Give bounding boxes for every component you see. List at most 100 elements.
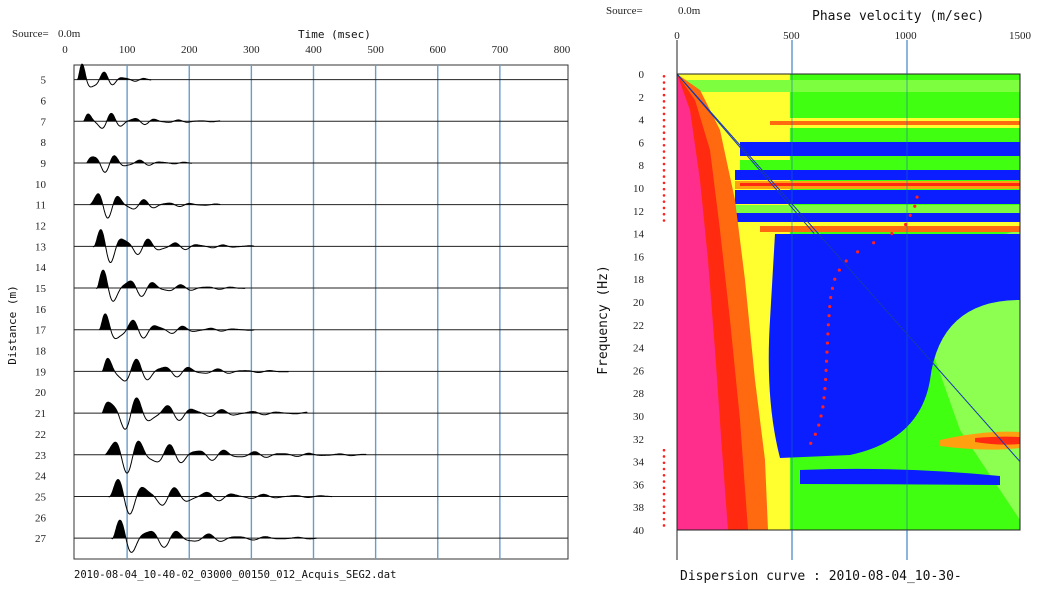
seis-y-tick-label: 25 xyxy=(35,491,47,503)
disp-y-axis-label: Frequency (Hz) xyxy=(596,265,611,375)
seis-y-tick-label: 22 xyxy=(35,429,46,441)
heatmap-stripe-10 xyxy=(735,205,1020,213)
disp-x-tick-label: 1500 xyxy=(1009,30,1032,42)
seismogram-panel: Source= 0.0m Time (msec) Distance (m) 0 1… xyxy=(6,28,571,581)
disp-y-tick-label: 26 xyxy=(633,365,645,377)
heatmap-stripe-8 xyxy=(740,183,1020,186)
disp-left-marker xyxy=(663,113,666,116)
disp-curve-point xyxy=(829,296,832,299)
disp-heatmap xyxy=(677,74,1020,530)
seis-x-axis-label: Time (msec) xyxy=(298,28,371,41)
disp-y-tick-label: 16 xyxy=(633,251,645,263)
disp-left-marker xyxy=(663,493,666,496)
dispersion-panel: Source= 0.0m Phase velocity (m/sec) Freq… xyxy=(596,5,1032,584)
seis-y-tick-label: 8 xyxy=(41,137,47,149)
seis-y-tick-labels: 5678910111213141516171819202122232425262… xyxy=(35,75,47,546)
disp-y-tick-label: 8 xyxy=(639,160,645,172)
disp-left-marker xyxy=(663,94,666,97)
seis-x-tick-label: 200 xyxy=(181,44,198,56)
disp-curve-point xyxy=(823,387,826,390)
heatmap-stripe-4 xyxy=(740,142,1020,156)
seis-x-tick-label: 800 xyxy=(554,44,571,56)
disp-curve-point xyxy=(909,214,912,217)
seis-y-tick-label: 7 xyxy=(41,116,47,128)
disp-curve-point xyxy=(824,369,827,372)
disp-left-marker xyxy=(663,474,666,477)
seis-x-tick-label: 0 xyxy=(62,44,68,56)
disp-left-marker xyxy=(663,169,666,172)
disp-curve-point xyxy=(845,259,848,262)
disp-left-markers xyxy=(663,75,666,527)
disp-curve-point xyxy=(819,414,822,417)
seis-source-label: Source= xyxy=(12,28,49,40)
seis-y-tick-label: 12 xyxy=(35,220,46,232)
seis-y-tick-label: 20 xyxy=(35,387,47,399)
heatmap-stripe-1 xyxy=(677,80,1020,92)
disp-curve-point xyxy=(809,442,812,445)
heatmap-stripe-5 xyxy=(740,160,1020,170)
disp-left-marker xyxy=(663,461,666,464)
disp-y-tick-label: 40 xyxy=(633,525,645,537)
disp-x-tick-label: 1000 xyxy=(895,30,918,42)
disp-curve-point xyxy=(890,232,893,235)
heatmap-stripe-3 xyxy=(770,121,1020,125)
seis-y-axis-label: Distance (m) xyxy=(6,285,19,364)
disp-left-marker xyxy=(663,200,666,203)
disp-left-marker xyxy=(663,88,666,91)
seis-y-tick-label: 24 xyxy=(35,471,47,483)
disp-y-tick-label: 32 xyxy=(633,434,644,446)
seis-y-tick-label: 14 xyxy=(35,262,47,274)
disp-left-marker xyxy=(663,487,666,490)
disp-left-marker xyxy=(663,219,666,222)
disp-curve-point xyxy=(826,332,829,335)
disp-left-marker xyxy=(663,175,666,178)
disp-y-tick-label: 22 xyxy=(633,320,644,332)
disp-curve-point xyxy=(827,314,830,317)
seis-y-tick-label: 18 xyxy=(35,346,47,358)
seis-y-tick-label: 6 xyxy=(41,95,47,107)
disp-curve-point xyxy=(826,341,829,344)
disp-source-label: Source= xyxy=(606,5,643,17)
disp-left-marker xyxy=(663,213,666,216)
seis-y-tick-label: 11 xyxy=(35,200,46,212)
disp-curve-point xyxy=(822,396,825,399)
disp-left-marker xyxy=(663,150,666,153)
disp-left-marker xyxy=(663,188,666,191)
seis-y-tick-label: 5 xyxy=(41,75,47,87)
disp-left-marker xyxy=(663,449,666,452)
seis-y-tick-label: 9 xyxy=(41,158,47,170)
seis-source-value: 0.0m xyxy=(58,28,81,40)
disp-curve-point xyxy=(838,268,841,271)
disp-curve-point xyxy=(821,405,824,408)
disp-source-value: 0.0m xyxy=(678,5,701,17)
disp-y-tick-label: 18 xyxy=(633,274,645,286)
disp-left-marker xyxy=(663,144,666,147)
disp-left-marker xyxy=(663,119,666,122)
disp-curve-point xyxy=(817,424,820,427)
seis-x-tick-label: 300 xyxy=(243,44,260,56)
disp-x-tick-labels: 0 500 1000 1500 xyxy=(674,30,1031,42)
disp-y-tick-label: 36 xyxy=(633,479,645,491)
seis-x-tick-label: 600 xyxy=(430,44,447,56)
disp-left-marker xyxy=(663,182,666,185)
disp-y-tick-label: 2 xyxy=(639,92,645,104)
seis-plot-frame xyxy=(74,65,568,559)
disp-curve-point xyxy=(827,323,830,326)
disp-y-tick-label: 20 xyxy=(633,297,645,309)
heatmap-stripe-13 xyxy=(760,226,1020,232)
disp-footer-title: Dispersion curve : 2010-08-04_10-30- xyxy=(680,569,962,584)
disp-left-marker xyxy=(663,524,666,527)
disp-x-tick-label: 0 xyxy=(674,30,680,42)
seis-x-tick-labels: 0 100 200 300 400 500 600 700 800 xyxy=(62,44,571,56)
seis-x-tick-label: 700 xyxy=(492,44,509,56)
disp-x-axis-label: Phase velocity (m/sec) xyxy=(812,9,984,24)
disp-y-tick-label: 6 xyxy=(639,137,645,149)
disp-left-marker xyxy=(663,512,666,515)
disp-left-marker xyxy=(663,156,666,159)
disp-y-tick-label: 0 xyxy=(639,69,645,81)
disp-left-marker xyxy=(663,138,666,141)
seis-y-tick-label: 26 xyxy=(35,512,47,524)
disp-y-tick-label: 30 xyxy=(633,411,645,423)
